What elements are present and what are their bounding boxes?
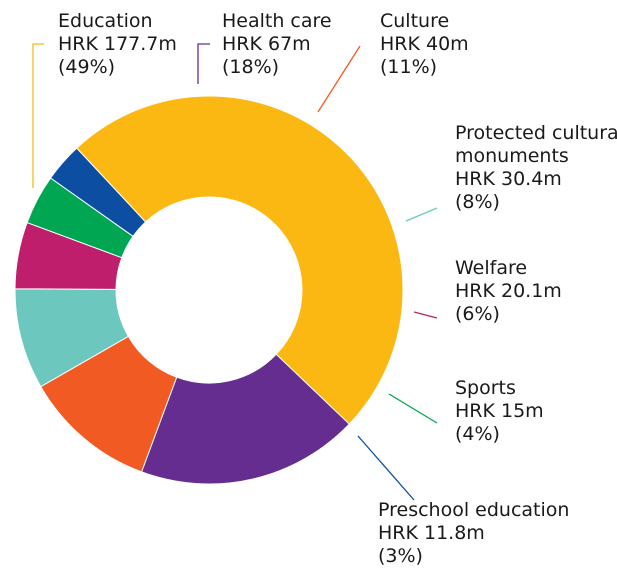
label-sports-percent: (4%) xyxy=(455,423,500,445)
leader-line-protected-cultural-monuments xyxy=(405,207,438,222)
label-education-name: Education xyxy=(58,10,153,32)
label-protected-name-line1: Protected cultural xyxy=(455,122,617,144)
label-protected-cultural-monuments: Protected cultural monuments HRK 30.4m (… xyxy=(455,122,617,214)
label-education: Education HRK 177.7m (49%) xyxy=(58,10,177,79)
label-preschool-education: Preschool education HRK 11.8m (3%) xyxy=(378,499,569,568)
label-health-care-amount: HRK 67m xyxy=(222,33,311,55)
label-preschool-amount: HRK 11.8m xyxy=(378,522,485,544)
label-sports-name: Sports xyxy=(455,377,516,399)
label-protected-name-line2: monuments xyxy=(455,145,569,167)
label-education-amount: HRK 177.7m xyxy=(58,33,177,55)
label-protected-percent: (8%) xyxy=(455,191,500,213)
label-culture-percent: (11%) xyxy=(380,56,438,78)
slice-health-care xyxy=(140,353,350,485)
label-protected-amount: HRK 30.4m xyxy=(455,168,562,190)
label-health-care-name: Health care xyxy=(222,10,332,32)
leader-line-welfare xyxy=(413,311,438,319)
label-welfare: Welfare HRK 20.1m (6%) xyxy=(455,257,562,326)
label-health-care-percent: (18%) xyxy=(222,56,280,78)
label-welfare-percent: (6%) xyxy=(455,303,500,325)
leader-line-culture xyxy=(317,45,361,113)
label-preschool-percent: (3%) xyxy=(378,545,423,567)
label-preschool-name: Preschool education xyxy=(378,499,570,521)
label-health-care: Health care HRK 67m (18%) xyxy=(222,10,332,79)
leader-line-preschool-education xyxy=(357,435,415,501)
leader-line-health-care xyxy=(197,43,210,84)
leader-line-education xyxy=(32,43,44,188)
slice-education xyxy=(75,95,404,425)
label-welfare-amount: HRK 20.1m xyxy=(455,280,562,302)
label-education-percent: (49%) xyxy=(58,56,116,78)
label-sports-amount: HRK 15m xyxy=(455,400,544,422)
label-culture: Culture HRK 40m (11%) xyxy=(380,10,469,79)
label-culture-name: Culture xyxy=(380,10,450,32)
label-sports: Sports HRK 15m (4%) xyxy=(455,377,544,446)
slice-preschool-education xyxy=(49,147,147,238)
label-culture-amount: HRK 40m xyxy=(380,33,469,55)
leader-line-sports xyxy=(388,393,438,424)
label-welfare-name: Welfare xyxy=(455,257,528,279)
